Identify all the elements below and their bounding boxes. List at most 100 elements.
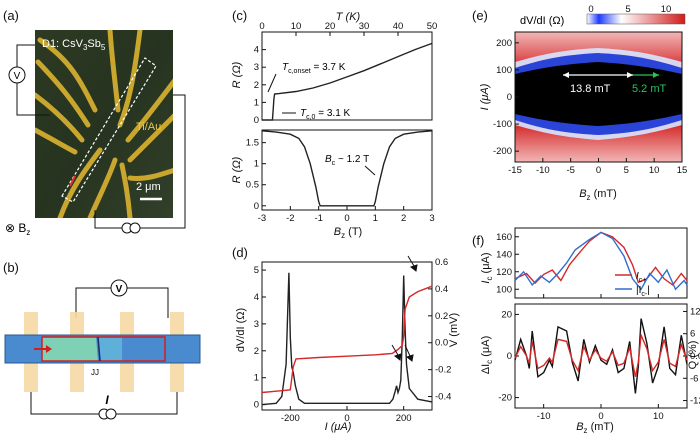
f-top-ylabel: Ic (μA) [480, 252, 494, 283]
e-ytick-label: 200 [496, 38, 512, 49]
d-ytick-right-label: 0.2 [435, 311, 448, 322]
b-segment-2 [72, 337, 98, 361]
e-ytick-label: -200 [493, 146, 512, 157]
c-tonset-pointer [267, 73, 277, 93]
f-legend-2: |Ic-| [636, 285, 650, 298]
c-bot-xlabel: Bz (T) [334, 226, 362, 240]
c-top-frame [261, 31, 433, 121]
c-bot-ytick-label: 0.5 [246, 180, 259, 191]
f-bot-xtick-label: -10 [537, 411, 551, 422]
f-bot-ytick-right-label: -6 [690, 373, 698, 384]
c-top-ytick-label: 4 [254, 45, 259, 56]
contacts-label: Ti/Au [136, 121, 161, 133]
f-bot-xtick-label: 10 [653, 411, 664, 422]
c-bot-xtick-label: -3 [258, 213, 266, 224]
c-bot-xtick-label: 0 [344, 213, 349, 224]
f-bot-ytick-right-label: 0.0 [690, 351, 700, 362]
f-legend-1: Ic+ [636, 271, 646, 284]
e-ytick-label: 100 [496, 65, 512, 76]
f-bot-ylabel-left: ΔIc (μA) [480, 336, 494, 374]
b-segment-1 [42, 337, 72, 361]
c-top-xtick-label: 50 [427, 21, 438, 32]
f-xlabel: Bz (mT) [576, 421, 614, 435]
e-xtick-label: 15 [677, 165, 688, 176]
electrode-fingers [35, 30, 173, 218]
e-xtick-label: -15 [508, 165, 522, 176]
f-top-ytick-label: 160 [496, 232, 512, 243]
c-bot-xtick-label: 1 [373, 213, 378, 224]
junction-marker [69, 175, 76, 187]
e-xtick-label: -5 [566, 165, 574, 176]
c-top-xtick-label: 30 [359, 21, 370, 32]
e-cb-tick-5: 5 [625, 4, 630, 15]
b-current-label: I [105, 393, 109, 407]
panel-b: (b) V JJ I [3, 260, 201, 420]
c-bot-xtick-label: -1 [314, 213, 322, 224]
panel-a: (a) D1: CsV3Sb5 Ti/Au 2 μm V [3, 8, 186, 237]
e-span-13-8-right [627, 72, 633, 78]
c-top-xtick-label: 0 [259, 21, 264, 32]
e-xtick-label: 5 [624, 165, 629, 176]
c-top-plot: 0 10 20 30 40 50 0 1 2 3 4 [254, 21, 438, 126]
d-xtick-label: 0 [344, 413, 349, 424]
b-junction-line [97, 336, 101, 362]
d-series-0 [261, 272, 433, 406]
e-xtick-label: 10 [649, 165, 660, 176]
e-cb-tick-0: 0 [588, 4, 593, 15]
d-arrows [391, 255, 418, 362]
d-ytick-label: 0 [254, 400, 259, 411]
d-ylabel-right: V (mV) [448, 313, 460, 347]
f-top-frame [514, 227, 688, 299]
b-voltmeter-label: V [116, 284, 123, 295]
f-bot-ylabel-right: Q (%) [687, 341, 699, 370]
d-ylabel-left: dV/dI (Ω) [235, 308, 247, 352]
e-annotation-13-8: 13.8 mT [570, 83, 611, 95]
panel-e-label: (e) [472, 8, 488, 23]
c-bot-plot: -3 -2 -1 0 1 2 3 0 0.5 1 1.5 [246, 129, 435, 224]
panel-b-label: (b) [3, 260, 19, 275]
d-ytick-right-label: 0.6 [435, 257, 448, 268]
d-ytick-right-label: 0.0 [435, 338, 448, 349]
f-top-ytick-label: 140 [496, 249, 512, 260]
d-ytick-right-label: 0.4 [435, 284, 448, 295]
f-bot-ytick-label: -20 [498, 393, 512, 404]
f-bot-ytick-label: 0 [507, 351, 512, 362]
c-bc-pointer [364, 165, 376, 176]
e-ytick-label: 0 [507, 92, 512, 103]
f-legend: Ic+ |Ic-| [615, 271, 650, 298]
d-ytick-label: 2 [254, 346, 259, 357]
c-bot-xtick-label: 2 [401, 213, 406, 224]
c-top-series-0 [262, 42, 433, 121]
e-axes: -15 -10 -5 0 5 10 15 -200 -100 0 100 200 [493, 31, 688, 176]
panel-f-label: (f) [472, 233, 484, 248]
e-xtick-label: -10 [536, 165, 550, 176]
d-ytick-right-label: -0.4 [435, 392, 451, 403]
f-top-ytick-label: 100 [496, 284, 512, 295]
b-arrowhead [46, 345, 52, 353]
junction-outline [61, 57, 157, 203]
d-ytick-label: 5 [254, 265, 259, 276]
b-jj-label: JJ [91, 368, 99, 377]
c-top-ylabel: R (Ω) [231, 61, 243, 88]
c-top-xtick-label: 20 [325, 21, 336, 32]
current-wire [94, 94, 186, 229]
c-bot-ytick-label: 0 [254, 201, 259, 212]
e-span-5-2-right [653, 72, 659, 78]
e-ytick-label: -100 [493, 119, 512, 130]
c-top-ytick-label: 3 [254, 62, 259, 73]
f-bot-ytick-right-label: 6 [690, 329, 695, 340]
e-xtick-label: 0 [596, 165, 601, 176]
d-xlabel: I (μA) [325, 421, 352, 433]
e-heatmap [515, 32, 682, 162]
d-plot: -200 0 200 0 1 2 3 4 5 -0.4 -0.2 0.0 0.2 0.4 0.6 [254, 257, 452, 424]
f-top-plot: 100 120 140 160 [496, 227, 688, 299]
panel-e: (e) dV/dI (Ω) 0 5 10 -15 -10 -5 0 5 10 15-200-… [472, 4, 687, 202]
e-annotation-5-2: 5.2 mT [632, 83, 667, 95]
e-colorbar [586, 13, 686, 25]
f-bot-ytick-right-label: 12 [690, 306, 700, 317]
voltmeter-label: V [14, 71, 21, 82]
b-voltmeter-symbol [110, 279, 128, 297]
f-bot-frame [514, 303, 688, 409]
b-source-right [105, 408, 117, 420]
